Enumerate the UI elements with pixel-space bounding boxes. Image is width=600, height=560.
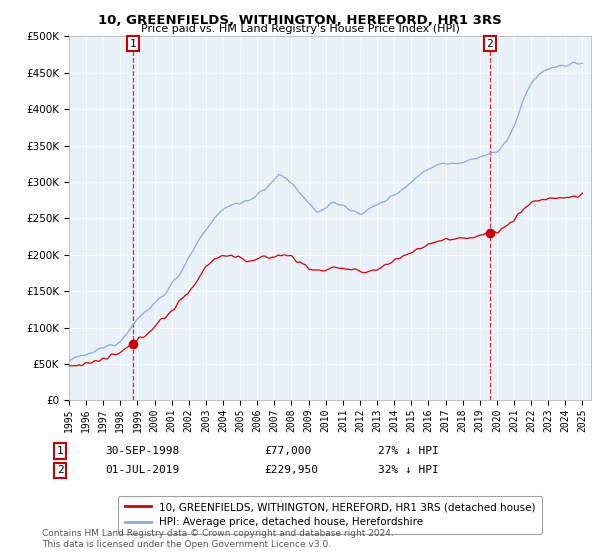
Text: £77,000: £77,000 [264, 446, 311, 456]
Text: 32% ↓ HPI: 32% ↓ HPI [378, 465, 439, 475]
Text: Contains HM Land Registry data © Crown copyright and database right 2024.
This d: Contains HM Land Registry data © Crown c… [42, 529, 394, 549]
Text: 30-SEP-1998: 30-SEP-1998 [105, 446, 179, 456]
Text: 1: 1 [56, 446, 64, 456]
Text: 10, GREENFIELDS, WITHINGTON, HEREFORD, HR1 3RS: 10, GREENFIELDS, WITHINGTON, HEREFORD, H… [98, 14, 502, 27]
Legend: 10, GREENFIELDS, WITHINGTON, HEREFORD, HR1 3RS (detached house), HPI: Average pr: 10, GREENFIELDS, WITHINGTON, HEREFORD, H… [118, 496, 542, 534]
Text: 2: 2 [56, 465, 64, 475]
Text: 1: 1 [130, 39, 137, 49]
Text: £229,950: £229,950 [264, 465, 318, 475]
Text: 01-JUL-2019: 01-JUL-2019 [105, 465, 179, 475]
Text: 2: 2 [487, 39, 493, 49]
Text: Price paid vs. HM Land Registry's House Price Index (HPI): Price paid vs. HM Land Registry's House … [140, 24, 460, 34]
Text: 27% ↓ HPI: 27% ↓ HPI [378, 446, 439, 456]
